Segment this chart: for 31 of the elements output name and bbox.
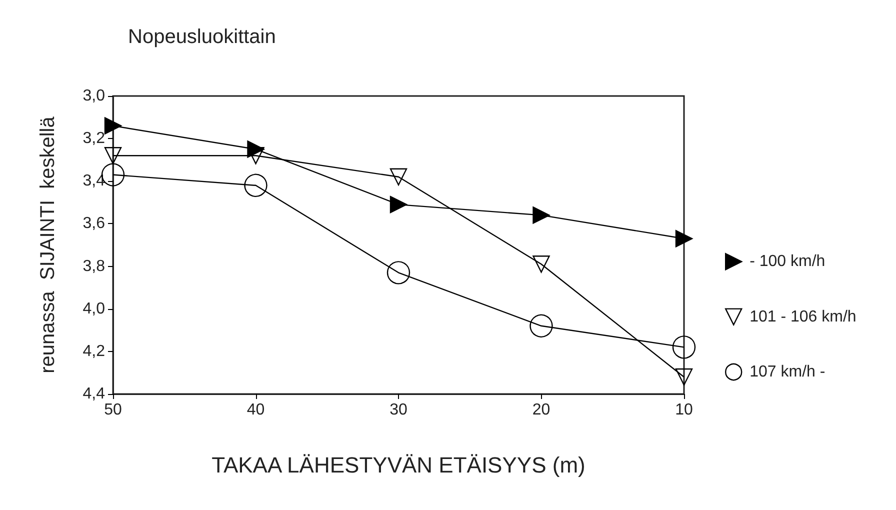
point bbox=[672, 336, 696, 359]
y-tick-label: 4,2 bbox=[82, 342, 106, 360]
point bbox=[104, 147, 122, 164]
point bbox=[390, 168, 408, 186]
point bbox=[675, 230, 693, 248]
point bbox=[247, 147, 264, 164]
legend-label: 101 - 106 km/h bbox=[750, 308, 856, 326]
y-tick-label: 3,8 bbox=[82, 258, 106, 275]
x-tick-label: 10 bbox=[675, 402, 693, 418]
x-tick-label: 30 bbox=[390, 402, 408, 418]
point bbox=[104, 117, 122, 134]
point bbox=[244, 174, 268, 197]
point bbox=[532, 256, 550, 273]
point bbox=[675, 368, 693, 386]
point bbox=[386, 261, 410, 284]
y-axis-title: reunassa SIJAINTI keskellä bbox=[37, 116, 59, 374]
y-tick-label: 3,6 bbox=[82, 215, 106, 232]
point bbox=[390, 196, 408, 214]
point bbox=[530, 314, 553, 338]
y-tick-label: 3,2 bbox=[82, 130, 106, 148]
x-axis-title: TAKAA LÄHESTYVÄN ETÄISYYS (m) bbox=[212, 452, 586, 478]
y-tick-label: 3,0 bbox=[82, 88, 106, 104]
point bbox=[532, 206, 550, 224]
y-tick-label: 4,4 bbox=[82, 386, 106, 402]
chart-title: Nopeusluokittain bbox=[128, 26, 276, 48]
legend-label: - 100 km/h bbox=[750, 253, 826, 270]
y-tick-label: 4,0 bbox=[82, 300, 106, 318]
x-tick-label: 40 bbox=[246, 402, 265, 418]
x-tick-label: 50 bbox=[104, 402, 122, 418]
x-tick-label: 20 bbox=[532, 402, 550, 418]
legend-label: 107 km/h - bbox=[750, 364, 826, 380]
